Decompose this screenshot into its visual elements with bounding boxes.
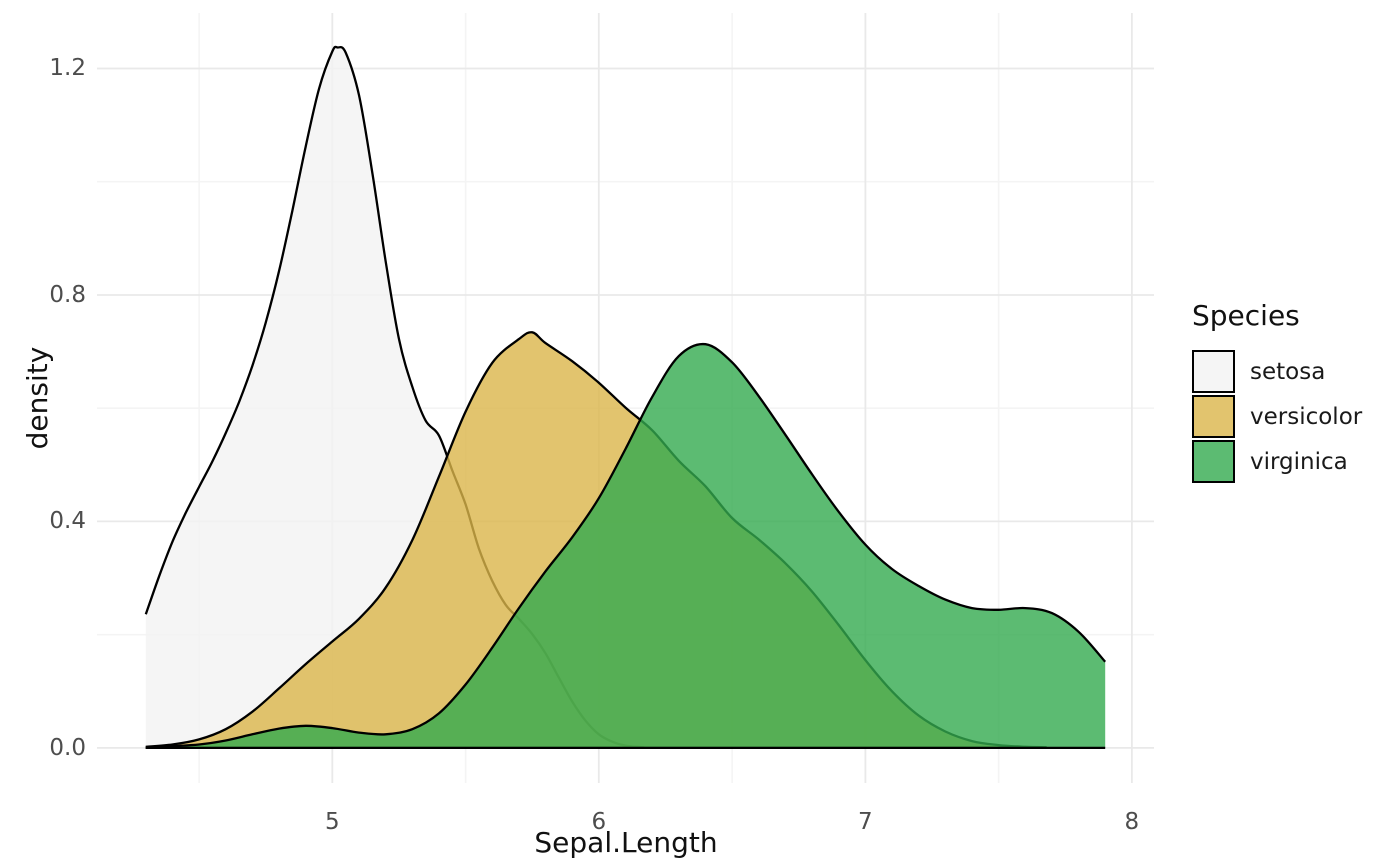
density-area-setosa bbox=[145, 46, 645, 748]
density-area-virginica bbox=[145, 344, 1106, 748]
y-tick-label: 0.4 bbox=[49, 508, 86, 535]
legend-label-versicolor: versicolor bbox=[1250, 403, 1363, 430]
x-tick-label: 7 bbox=[858, 809, 873, 835]
y-axis-title: density bbox=[21, 346, 54, 450]
x-tick-label: 5 bbox=[325, 809, 340, 835]
x-tick-label: 6 bbox=[591, 809, 607, 835]
density-curve-virginica bbox=[145, 342, 1107, 749]
x-tick-label: 8 bbox=[1124, 809, 1140, 835]
legend-key-virginica-swatch bbox=[1192, 440, 1235, 483]
legend-key-setosa-swatch bbox=[1192, 350, 1235, 393]
y-tick-label: 1.2 bbox=[49, 55, 86, 82]
y-tick-label: 0.8 bbox=[49, 281, 86, 308]
legend-item-virginica: virginica bbox=[1192, 440, 1398, 483]
legend-item-setosa: setosa bbox=[1192, 350, 1398, 393]
legend-label-setosa: setosa bbox=[1250, 358, 1326, 385]
x-axis-title: Sepal.Length bbox=[534, 826, 718, 859]
legend-label-virginica: virginica bbox=[1250, 448, 1348, 475]
y-tick-label: 0.0 bbox=[49, 734, 86, 761]
legend: Species setosa versicolor virginica bbox=[1192, 300, 1398, 485]
legend-item-versicolor: versicolor bbox=[1192, 395, 1398, 438]
legend-key-versicolor-swatch bbox=[1192, 395, 1235, 438]
legend-title: Species bbox=[1192, 299, 1300, 332]
